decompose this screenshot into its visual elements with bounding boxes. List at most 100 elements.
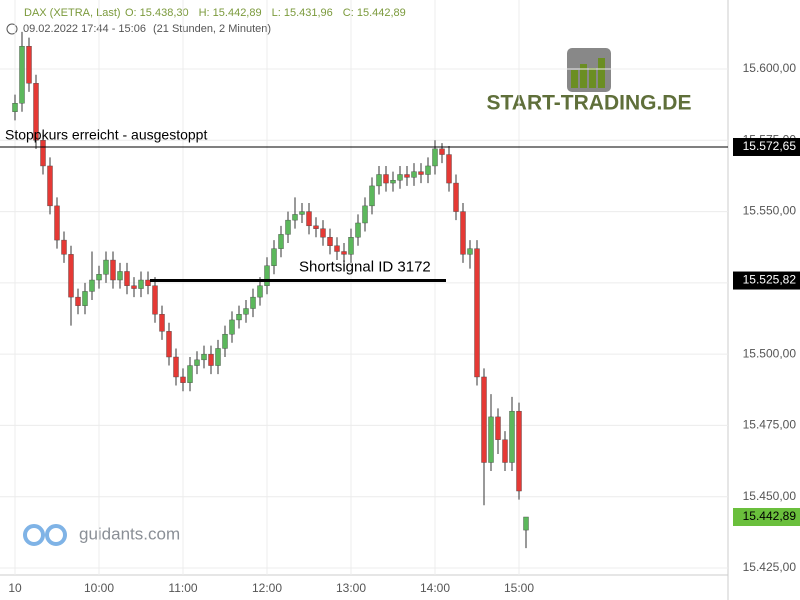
- annotation: Shortsignal ID 3172: [299, 258, 431, 275]
- candle-body: [467, 248, 473, 255]
- logo-bar: [580, 64, 587, 88]
- candle-body: [194, 359, 200, 366]
- candle-body: [54, 205, 60, 241]
- candle-body: [341, 251, 347, 255]
- logo-ring: [45, 524, 67, 546]
- candle-body: [222, 333, 228, 349]
- candle-body: [138, 279, 144, 289]
- candle-body: [159, 314, 165, 332]
- candle-body: [418, 171, 424, 175]
- candle-body: [453, 182, 459, 212]
- candle-body: [516, 410, 522, 492]
- candle-body: [509, 410, 515, 463]
- candle-body: [397, 174, 403, 181]
- ohlc-label: C: 15.442,89: [343, 7, 406, 19]
- x-tick-label: 14:00: [420, 581, 450, 595]
- candle-body: [68, 254, 74, 298]
- candle-body: [229, 319, 235, 335]
- logo-ring: [23, 524, 45, 546]
- candle-body: [376, 174, 382, 187]
- candle-body: [446, 154, 452, 184]
- candle-body: [117, 271, 123, 281]
- candle-body: [425, 165, 431, 175]
- instrument: DAX (XETRA, Last): [24, 7, 121, 19]
- candle-body: [348, 237, 354, 255]
- y-tick-label: 15.450,00: [743, 489, 797, 503]
- candle-body: [89, 279, 95, 292]
- candle-body: [103, 259, 109, 275]
- candle-body: [390, 180, 396, 184]
- candle-body: [152, 285, 158, 315]
- ohlc-label: L: 15.431,96: [272, 7, 333, 19]
- candle-body: [12, 103, 18, 112]
- annotation: Stoppkurs erreicht - ausgestoppt: [5, 127, 207, 143]
- last-price-label: 15.442,89: [743, 509, 797, 523]
- candle-body: [327, 237, 333, 246]
- candle-body: [474, 248, 480, 378]
- candle-body: [299, 211, 305, 215]
- candle-body: [369, 185, 375, 207]
- candle-body: [166, 331, 172, 358]
- y-tick-label: 15.550,00: [743, 204, 797, 218]
- candle-body: [40, 140, 46, 167]
- watermark: guidants.com: [79, 524, 180, 543]
- candle-body: [523, 516, 529, 531]
- candle-body: [334, 245, 340, 252]
- candle-body: [502, 439, 508, 463]
- duration: (21 Stunden, 2 Minuten): [153, 23, 271, 35]
- candle-body: [47, 165, 53, 207]
- date-range: 09.02.2022 17:44 - 15:06: [23, 23, 146, 35]
- candle-body: [201, 353, 207, 361]
- logo-bar: [571, 70, 578, 88]
- candle-body: [61, 239, 67, 255]
- ohlc-label: H: 15.442,89: [199, 7, 262, 19]
- candle-body: [460, 211, 466, 255]
- candle-body: [173, 356, 179, 378]
- candle-body: [33, 83, 39, 141]
- x-tick-label: 12:00: [252, 581, 282, 595]
- candle-body: [404, 174, 410, 178]
- clock-icon: [6, 23, 18, 35]
- x-tick-label: 10: [8, 581, 22, 595]
- x-tick-label: 13:00: [336, 581, 366, 595]
- candle-body: [75, 296, 81, 306]
- logo-bar: [589, 68, 596, 88]
- candle-body: [362, 205, 368, 224]
- candle-body: [439, 148, 445, 155]
- candle-body: [208, 353, 214, 366]
- price-label: 15.572,65: [743, 139, 797, 153]
- candle-body: [271, 248, 277, 266]
- x-tick-label: 11:00: [168, 581, 197, 595]
- candle-body: [19, 45, 25, 104]
- price-label-box: [733, 137, 800, 156]
- watermark: START-TRADING.DE: [487, 92, 692, 115]
- candle-body: [292, 214, 298, 221]
- candle-body: [96, 274, 102, 281]
- candle-body: [411, 171, 417, 178]
- start-trading-logo: [567, 48, 611, 92]
- candle-body: [495, 416, 501, 440]
- candle-body: [131, 285, 137, 289]
- candle-body: [187, 365, 193, 383]
- y-tick-label: 15.425,00: [743, 560, 797, 574]
- price-label: 15.525,82: [743, 273, 797, 287]
- ohlc-label: O: 15.438,30: [125, 7, 189, 19]
- candle-body: [26, 45, 32, 84]
- candle-body: [145, 279, 151, 286]
- candle-body: [313, 225, 319, 229]
- last-price-box: [733, 507, 800, 526]
- x-tick-label: 15:00: [504, 581, 534, 595]
- candle-body: [124, 271, 130, 286]
- candle-body: [250, 296, 256, 309]
- candle-body: [278, 234, 284, 249]
- y-tick-label: 15.500,00: [743, 346, 797, 360]
- candle-body: [180, 376, 186, 383]
- candle-body: [110, 259, 116, 281]
- candle-body: [320, 228, 326, 238]
- logo-bar: [598, 58, 605, 88]
- y-tick-label: 15.600,00: [743, 61, 797, 75]
- candle-body: [257, 285, 263, 298]
- x-tick-label: 10:00: [84, 581, 114, 595]
